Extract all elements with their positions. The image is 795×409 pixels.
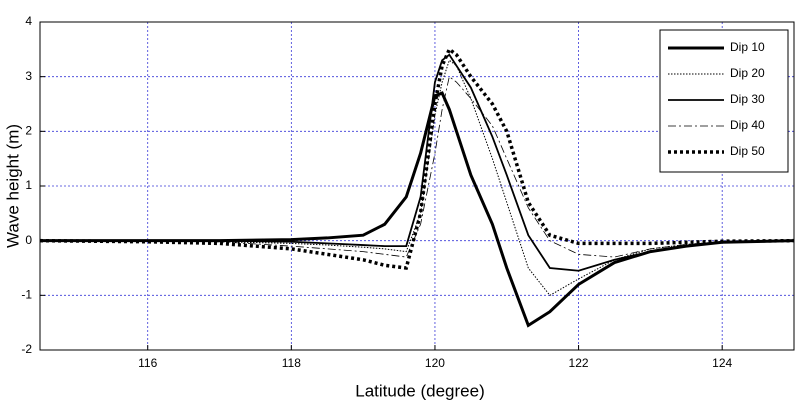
y-tick-label: 2 <box>25 124 32 138</box>
y-tick-label: -1 <box>21 288 32 302</box>
y-tick-label: 4 <box>25 14 32 28</box>
x-tick-label: 116 <box>138 356 157 370</box>
legend-label: Dip 40 <box>730 118 765 132</box>
y-tick-label: -2 <box>21 342 32 356</box>
series-line <box>40 91 795 328</box>
series-line <box>39 46 795 270</box>
legend-label: Dip 20 <box>730 66 765 80</box>
series-line <box>40 59 795 296</box>
plot-frame <box>39 21 795 351</box>
legend-label: Dip 30 <box>730 92 765 106</box>
legend-label: Dip 10 <box>730 40 765 54</box>
y-tick-label: 0 <box>25 233 32 247</box>
series-line <box>40 53 795 272</box>
x-tick-label: 120 <box>425 356 445 370</box>
x-tick-label: 124 <box>712 356 732 370</box>
series-line <box>40 75 795 258</box>
x-axis-label: Latitude (degree) <box>355 381 484 400</box>
legend-label: Dip 50 <box>730 144 765 158</box>
x-tick-label: 122 <box>569 356 589 370</box>
x-tick-label: 118 <box>282 356 301 370</box>
y-axis-label: Wave height (m) <box>3 124 22 248</box>
y-tick-label: 3 <box>25 69 32 83</box>
y-tick-label: 1 <box>25 178 32 192</box>
legend-box <box>659 29 789 173</box>
